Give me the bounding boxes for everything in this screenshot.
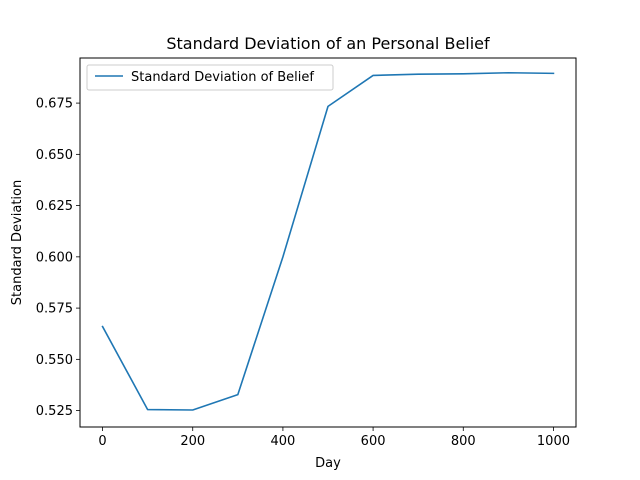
- y-tick-label: 0.625: [36, 199, 73, 214]
- x-axis: 0 200 400 600 800 1000: [98, 427, 570, 449]
- plot-frame: [79, 57, 577, 428]
- legend-label: Standard Deviation of Belief: [131, 70, 314, 85]
- chart-title: Standard Deviation of an Personal Belief: [166, 34, 490, 53]
- legend-box: [86, 64, 334, 91]
- y-tick-label: 0.600: [36, 250, 73, 265]
- series-line: [101, 71, 555, 411]
- x-tick-label: 800: [451, 434, 476, 449]
- y-tick-label: 0.650: [36, 148, 73, 163]
- y-tick-label: 0.550: [36, 353, 73, 368]
- y-tick-label: 0.575: [36, 302, 73, 317]
- x-tick-label: 0: [98, 434, 106, 449]
- series-layer: [101, 71, 555, 411]
- y-axis-title: Standard Deviation: [10, 180, 25, 305]
- y-tick-label: 0.675: [36, 97, 73, 112]
- y-axis: 0.525 0.550 0.575 0.600 0.625 0.650 0.675: [36, 97, 80, 419]
- x-tick-label: 1000: [537, 434, 570, 449]
- y-tick-label: 0.525: [36, 404, 73, 419]
- x-tick-label: 200: [180, 434, 205, 449]
- legend: Standard Deviation of Belief: [86, 64, 334, 91]
- x-tick-label: 400: [270, 434, 295, 449]
- x-tick-label: 600: [361, 434, 386, 449]
- x-axis-title: Day: [315, 456, 341, 471]
